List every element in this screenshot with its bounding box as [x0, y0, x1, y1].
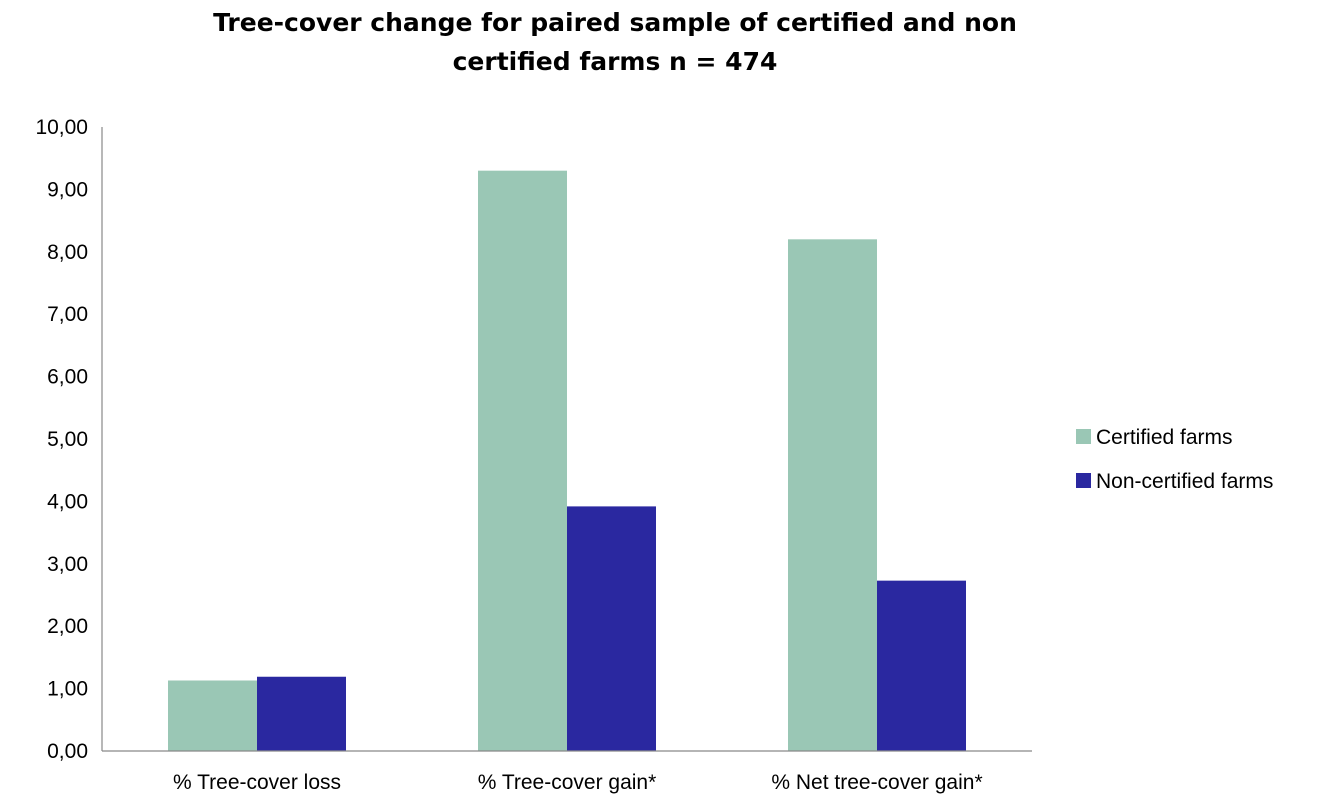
chart-title-line-2: certified farms n = 474	[453, 47, 778, 76]
y-tick-label: 5,00	[47, 428, 88, 451]
x-category-label: % Tree-cover loss	[173, 771, 341, 794]
bar-non-certified	[257, 676, 346, 751]
y-tick-label: 4,00	[47, 490, 88, 513]
bar-non-certified	[567, 506, 656, 751]
legend-swatch	[1076, 473, 1091, 488]
bar-certified	[788, 239, 877, 751]
x-category-label: % Net tree-cover gain*	[771, 771, 982, 794]
y-tick-label: 10,00	[35, 116, 88, 139]
legend-label: Certified farms	[1096, 426, 1233, 449]
x-category-label: % Tree-cover gain*	[478, 771, 657, 794]
bars-group	[168, 170, 966, 751]
bar-certified	[478, 170, 567, 751]
y-tick-label: 7,00	[47, 303, 88, 326]
chart-title-line-1: Tree-cover change for paired sample of c…	[213, 8, 1017, 37]
bar-certified	[168, 680, 257, 751]
bar-non-certified	[877, 580, 966, 751]
y-axis-ticks: 0,00 1,00 2,00 3,00 4,00 5,00 6,00 7,00 8,00 9,00…	[35, 116, 88, 763]
legend: Certified farms Non-certified farms	[1076, 426, 1273, 493]
y-tick-label: 6,00	[47, 366, 88, 389]
y-tick-label: 1,00	[47, 678, 88, 701]
y-tick-label: 8,00	[47, 241, 88, 264]
legend-label: Non-certified farms	[1096, 470, 1273, 493]
x-axis-categories: % Tree-cover loss % Tree-cover gain* % Net…	[173, 771, 983, 794]
y-tick-label: 0,00	[47, 740, 88, 763]
y-tick-label: 2,00	[47, 615, 88, 638]
y-tick-label: 3,00	[47, 553, 88, 576]
y-tick-label: 9,00	[47, 178, 88, 201]
legend-swatch	[1076, 429, 1091, 444]
